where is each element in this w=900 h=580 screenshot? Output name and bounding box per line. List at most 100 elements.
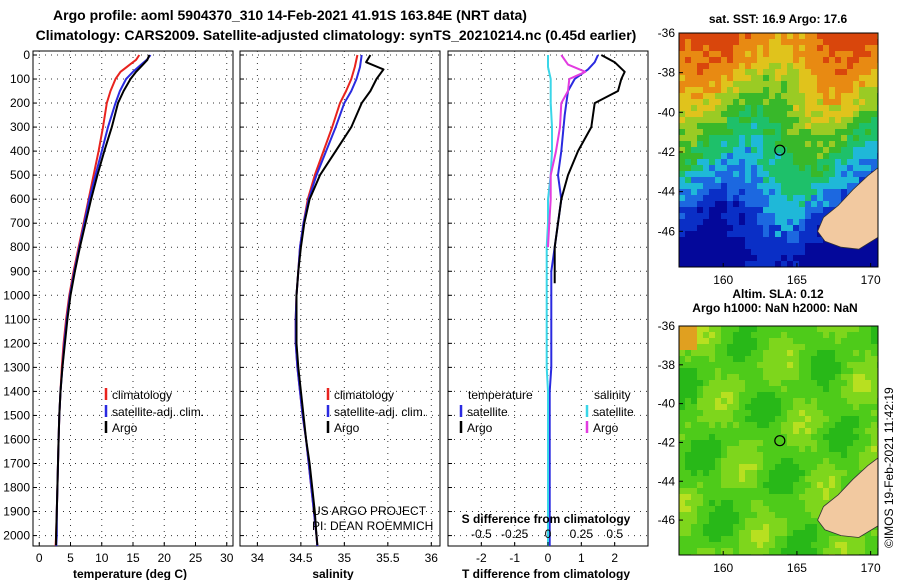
map-cell: [733, 213, 739, 219]
map-cell: [841, 171, 847, 177]
map-cell: [703, 434, 709, 440]
map-cell: [859, 33, 865, 39]
imos-timestamp: ©IMOS 19-Feb-2021 11:42:19: [882, 387, 896, 548]
map-cell: [799, 117, 805, 123]
map-cell: [739, 440, 745, 446]
map-cell: [691, 536, 697, 542]
map-cell: [715, 548, 721, 554]
map-cell: [823, 344, 829, 350]
map-cell: [727, 350, 733, 356]
map-cell: [751, 524, 757, 530]
map-cell: [847, 362, 853, 368]
map-cell: [721, 386, 727, 392]
map-cell: [733, 458, 739, 464]
map-cell: [865, 362, 871, 368]
map-cell: [835, 476, 841, 482]
map-cell: [733, 440, 739, 446]
map-cell: [691, 135, 697, 141]
map-cell: [853, 536, 859, 542]
map-cell: [775, 506, 781, 512]
map-cell: [817, 440, 823, 446]
map-cell: [823, 446, 829, 452]
map-cell: [799, 99, 805, 105]
map-y-tick-label: -40: [658, 397, 676, 411]
map-cell: [697, 129, 703, 135]
map-cell: [811, 494, 817, 500]
map-cell: [871, 452, 877, 458]
map-cell: [865, 165, 871, 171]
map-cell: [715, 111, 721, 117]
map-cell: [679, 117, 685, 123]
map-cell: [685, 219, 691, 225]
map-cell: [823, 33, 829, 39]
map-cell: [823, 255, 829, 261]
map-cell: [871, 530, 877, 536]
map-cell: [841, 57, 847, 63]
map-cell: [703, 524, 709, 530]
map-cell: [703, 225, 709, 231]
map-cell: [823, 386, 829, 392]
map-cell: [799, 332, 805, 338]
map-cell: [733, 57, 739, 63]
map-cell: [817, 135, 823, 141]
map-cell: [697, 255, 703, 261]
map-cell: [787, 350, 793, 356]
map-cell: [775, 87, 781, 93]
map-cell: [775, 446, 781, 452]
map-cell: [697, 506, 703, 512]
map-cell: [853, 57, 859, 63]
map-cell: [679, 231, 685, 237]
map-cell: [865, 344, 871, 350]
map-cell: [721, 410, 727, 416]
map-cell: [715, 434, 721, 440]
map-cell: [751, 404, 757, 410]
map-cell: [799, 171, 805, 177]
map-cell: [859, 464, 865, 470]
map-cell: [685, 87, 691, 93]
map-cell: [715, 261, 721, 267]
map-cell: [799, 69, 805, 75]
map-cell: [709, 488, 715, 494]
map-cell: [709, 69, 715, 75]
map-cell: [757, 536, 763, 542]
map-cell: [703, 542, 709, 548]
map-cell: [859, 105, 865, 111]
map-cell: [829, 452, 835, 458]
map-cell: [751, 237, 757, 243]
difference-legend: temperature satellite Argo salinity sate…: [459, 388, 634, 435]
map-cell: [859, 135, 865, 141]
x-tick-label: -2: [476, 551, 487, 565]
map-cell: [847, 183, 853, 189]
depth-tick-label: 400: [10, 144, 30, 158]
map-cell: [805, 380, 811, 386]
map-cell: [829, 69, 835, 75]
map-cell: [841, 368, 847, 374]
map-cell: [709, 398, 715, 404]
map-cell: [697, 380, 703, 386]
map-cell: [727, 530, 733, 536]
map-cell: [763, 500, 769, 506]
map-cell: [835, 374, 841, 380]
map-cell: [679, 135, 685, 141]
map-x-tick-label: 170: [861, 561, 881, 575]
map-cell: [679, 69, 685, 75]
map-cell: [709, 338, 715, 344]
map-cell: [763, 374, 769, 380]
map-cell: [775, 410, 781, 416]
salinity-legend: climatology satellite-adj. clim. Argo: [326, 388, 426, 435]
map-cell: [703, 488, 709, 494]
map-cell: [733, 326, 739, 332]
map-cell: [805, 434, 811, 440]
map-cell: [751, 45, 757, 51]
map-cell: [733, 452, 739, 458]
map-cell: [781, 344, 787, 350]
map-cell: [763, 189, 769, 195]
map-cell: [745, 494, 751, 500]
map-cell: [703, 69, 709, 75]
map-cell: [835, 488, 841, 494]
map-cell: [817, 153, 823, 159]
map-cell: [751, 201, 757, 207]
map-cell: [829, 165, 835, 171]
map-cell: [769, 374, 775, 380]
